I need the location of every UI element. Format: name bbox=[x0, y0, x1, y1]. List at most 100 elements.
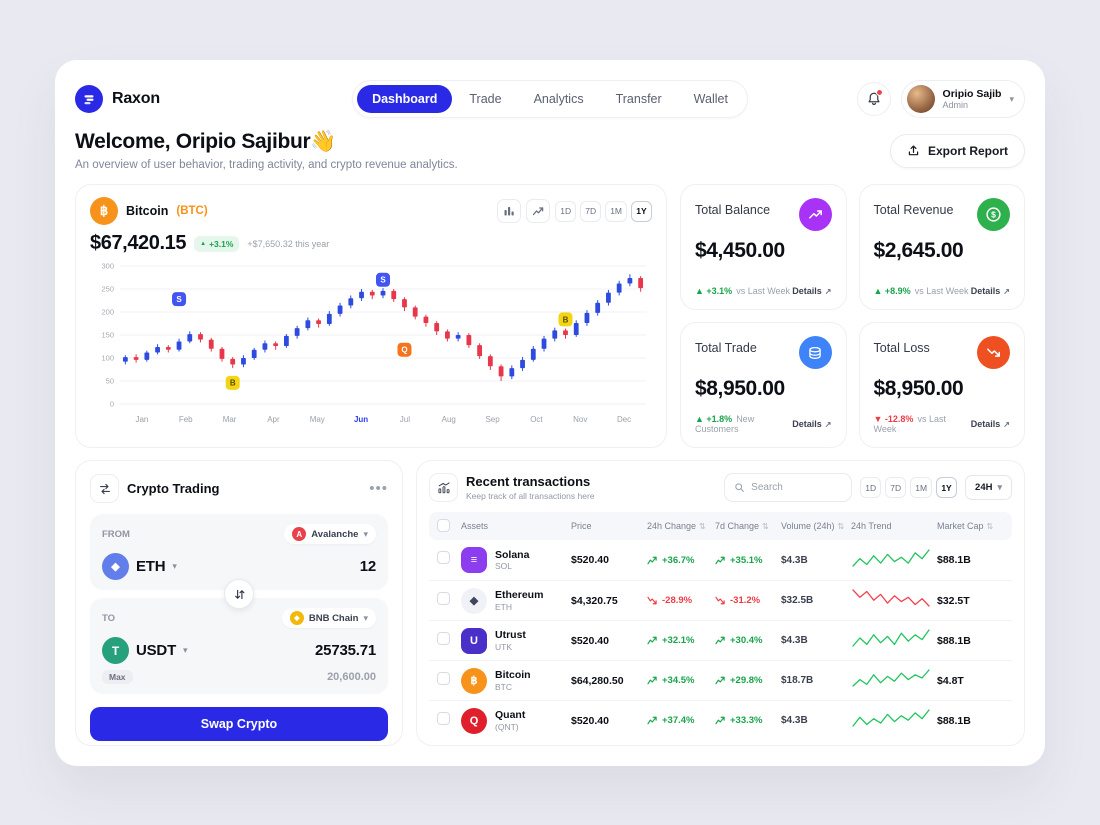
swap-card-header: Crypto Trading ••• bbox=[90, 474, 388, 503]
column-header-market-cap[interactable]: Market Cap ⇅ bbox=[937, 521, 1004, 531]
export-report-button[interactable]: Export Report bbox=[889, 133, 1025, 168]
from-network-select[interactable]: A Avalanche ▾ bbox=[284, 524, 376, 544]
stat-change: ▲ +1.8% bbox=[695, 414, 733, 424]
to-network-select[interactable]: ◆ BNB Chain ▾ bbox=[281, 608, 376, 628]
chevron-down-icon: ▾ bbox=[1009, 93, 1014, 104]
nav-item-wallet[interactable]: Wallet bbox=[693, 92, 728, 106]
asset-name: Bitcoin bbox=[126, 204, 169, 218]
bitcoin-icon: ฿ bbox=[90, 197, 118, 225]
chart-range-1m[interactable]: 1M bbox=[605, 200, 627, 222]
change-24h-cell: +36.7% bbox=[647, 555, 715, 566]
swap-crypto-button[interactable]: Swap Crypto bbox=[90, 707, 388, 741]
max-button[interactable]: Max bbox=[102, 670, 133, 684]
table-row-utrust: U Utrust UTK $520.40 +32.1% +30.4% $4.3B $88.1B bbox=[429, 620, 1012, 660]
transactions-title: Recent transactions bbox=[466, 473, 591, 489]
price-row: $67,420.15 ▲ +3.1% +$7,650.32 this year bbox=[90, 232, 652, 255]
sort-icon: ⇅ bbox=[986, 521, 994, 531]
stat-value: $4,450.00 bbox=[695, 239, 785, 262]
tx-range-1d[interactable]: 1D bbox=[860, 477, 882, 498]
trend-sparkline bbox=[851, 668, 937, 693]
row-checkbox[interactable] bbox=[437, 591, 450, 605]
svg-text:200: 200 bbox=[101, 308, 114, 317]
export-report-label: Export Report bbox=[927, 143, 1008, 158]
tx-range-7d[interactable]: 7D bbox=[885, 477, 907, 498]
stat-card-total-balance: Total Balance $4,450.00 ▲ +3.1% vs Last Wee… bbox=[680, 184, 847, 310]
details-link[interactable]: Details ↗ bbox=[971, 286, 1010, 296]
tx-range-1y[interactable]: 1Y bbox=[936, 477, 958, 498]
header-actions: Oripio Sajib Admin ▾ bbox=[748, 80, 1025, 118]
nav-item-transfer[interactable]: Transfer bbox=[615, 92, 662, 106]
swap-direction-button[interactable] bbox=[224, 579, 254, 609]
row-checkbox[interactable] bbox=[437, 631, 450, 645]
column-label: Volume (24h) bbox=[781, 521, 835, 531]
bar-chart-icon bbox=[504, 207, 514, 216]
row-checkbox[interactable] bbox=[437, 551, 450, 564]
row-checkbox[interactable] bbox=[437, 671, 450, 685]
user-name: Oripio Sajib bbox=[942, 87, 1002, 100]
select-all-checkbox[interactable] bbox=[437, 518, 450, 532]
column-header-7d-change[interactable]: 7d Change ⇅ bbox=[715, 521, 781, 531]
chart-range-1d[interactable]: 1D bbox=[555, 200, 577, 222]
column-header-24h-change[interactable]: 24h Change ⇅ bbox=[647, 521, 715, 531]
trend-sparkline bbox=[851, 588, 937, 613]
asset-meta: Bitcoin BTC bbox=[495, 669, 531, 692]
svg-text:250: 250 bbox=[101, 285, 114, 294]
column-header-volume-24h-[interactable]: Volume (24h) ⇅ bbox=[781, 521, 851, 531]
stat-title: Total Loss bbox=[873, 341, 930, 355]
tx-table-body: ≡ Solana SOL $520.40 +36.7% +35.1% $4.3B $88.1B… bbox=[429, 540, 1012, 740]
nav-item-trade[interactable]: Trade bbox=[469, 92, 502, 106]
asset-name: Quant bbox=[495, 709, 526, 722]
btc-price: $67,420.15 bbox=[90, 232, 187, 254]
row-checkbox[interactable] bbox=[437, 711, 450, 725]
candlestick-view-button[interactable] bbox=[497, 199, 522, 223]
stat-change: ▼ -12.8% bbox=[873, 414, 914, 424]
market-cap-cell: $88.1B bbox=[937, 714, 971, 727]
user-menu[interactable]: Oripio Sajib Admin ▾ bbox=[900, 80, 1025, 118]
nav-item-dashboard[interactable]: Dashboard bbox=[357, 85, 453, 113]
stats-grid: Total Balance $4,450.00 ▲ +3.1% vs Last Wee… bbox=[680, 184, 1025, 448]
svg-text:Feb: Feb bbox=[179, 415, 193, 424]
bottom-row: Crypto Trading ••• FROM A Avalanche ▾ bbox=[75, 460, 1025, 746]
notifications-button[interactable] bbox=[856, 82, 891, 116]
arrow-up-right-icon: ↗ bbox=[824, 419, 832, 429]
details-link[interactable]: Details ↗ bbox=[971, 419, 1010, 429]
search-box[interactable] bbox=[724, 473, 853, 502]
sort-icon: ⇅ bbox=[699, 521, 706, 531]
exchange-icon bbox=[90, 474, 119, 503]
table-row-quant: Q Quant (QNT) $520.40 +37.4% +33.3% $4.3B $88.1… bbox=[429, 700, 1012, 740]
chevron-down-icon: ▾ bbox=[997, 482, 1002, 492]
details-link[interactable]: Details ↗ bbox=[792, 419, 831, 429]
details-label: Details bbox=[970, 286, 1001, 296]
sort-icon: ⇅ bbox=[837, 521, 845, 531]
chevron-down-icon[interactable]: ▾ bbox=[183, 645, 188, 655]
volume-cell: $18.7B bbox=[781, 675, 814, 686]
from-token-select[interactable]: ETH bbox=[136, 558, 166, 575]
tx-range-1m[interactable]: 1M bbox=[910, 477, 933, 498]
price-cell: $4,320.75 bbox=[571, 594, 618, 607]
chevron-down-icon[interactable]: ▾ bbox=[172, 561, 177, 571]
svg-text:150: 150 bbox=[101, 331, 114, 340]
period-label: 24H bbox=[975, 482, 993, 493]
line-chart-icon bbox=[533, 207, 544, 216]
details-link[interactable]: Details ↗ bbox=[792, 286, 831, 296]
from-amount-input[interactable]: 12 bbox=[359, 558, 377, 575]
nav-item-analytics[interactable]: Analytics bbox=[533, 92, 584, 106]
svg-text:Jan: Jan bbox=[135, 415, 148, 424]
chart-range-7d[interactable]: 7D bbox=[580, 200, 602, 222]
svg-text:300: 300 bbox=[101, 262, 114, 271]
stat-card-top: Total Balance bbox=[695, 198, 832, 231]
swap-panels: FROM A Avalanche ▾ ◆ ETH ▾ 12 bbox=[90, 514, 388, 694]
period-dropdown[interactable]: 24H ▾ bbox=[965, 475, 1012, 500]
volume-cell: $32.5B bbox=[781, 595, 814, 606]
asset-cell: ฿ Bitcoin BTC bbox=[461, 667, 571, 694]
search-input[interactable] bbox=[751, 482, 843, 493]
to-token-select[interactable]: USDT bbox=[136, 642, 177, 659]
bitcoin-chart-card: ฿ Bitcoin (BTC) bbox=[75, 184, 667, 448]
line-view-button[interactable] bbox=[526, 199, 551, 223]
more-options-button[interactable]: ••• bbox=[369, 480, 388, 497]
stat-card-top: Total Loss bbox=[873, 336, 1010, 369]
asset-symbol: UTK bbox=[495, 641, 512, 652]
dollar-circle-icon: $ bbox=[977, 198, 1010, 231]
chart-range-1y[interactable]: 1Y bbox=[631, 200, 652, 222]
